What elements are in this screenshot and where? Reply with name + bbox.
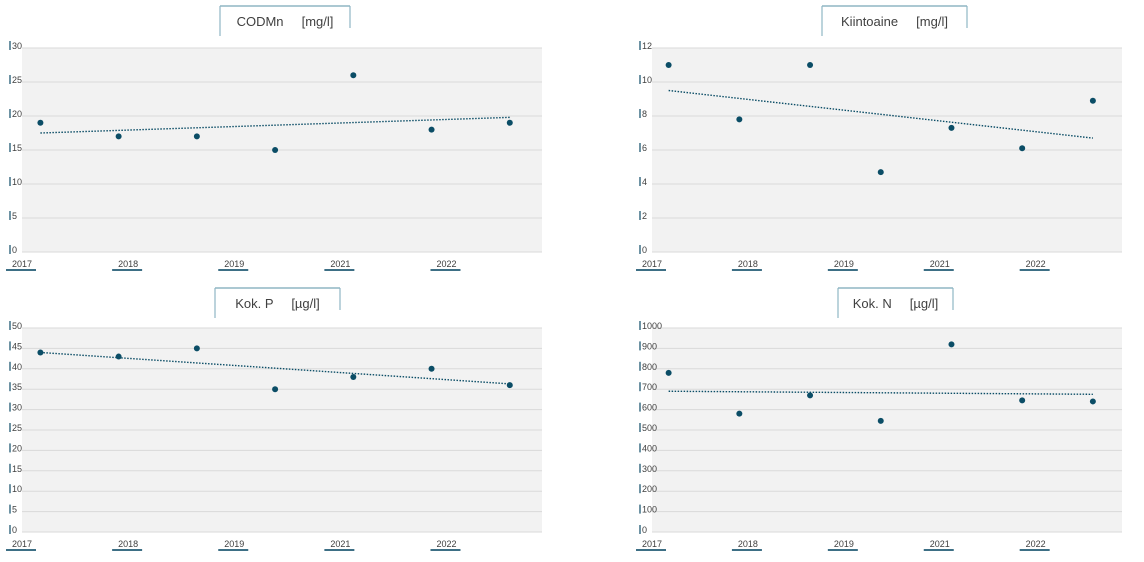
data-point (193, 345, 200, 352)
data-point (665, 62, 672, 68)
y-tick-label: 900 (642, 341, 657, 351)
trendline (40, 116, 510, 134)
x-tick-label: 2017 (12, 259, 32, 269)
y-tick-label: 25 (12, 423, 22, 433)
data-point (37, 119, 44, 126)
y-tick-label: 5 (12, 505, 17, 515)
y-tick-label: 6 (642, 143, 647, 153)
data-point (193, 133, 200, 140)
y-tick-label: 10 (12, 177, 22, 187)
y-tick-label: 800 (642, 362, 657, 372)
y-tick-label: 0 (642, 245, 647, 255)
y-tick-label: 20 (12, 443, 22, 453)
data-point (1089, 97, 1096, 104)
y-tick-label: 200 (642, 484, 657, 494)
y-tick-label: 30 (12, 41, 22, 51)
x-tick-label: 2018 (118, 259, 138, 269)
chart-title: Kiintoaine [mg/l] (841, 14, 948, 29)
y-tick-label: 15 (12, 143, 22, 153)
data-point (877, 417, 884, 424)
x-tick-label: 2019 (224, 539, 244, 549)
y-tick-label: 30 (12, 403, 22, 413)
y-tick-label: 45 (12, 341, 22, 351)
data-point (807, 392, 814, 399)
data-point (736, 116, 743, 123)
data-point (506, 382, 513, 389)
x-tick-label: 2022 (1026, 539, 1046, 549)
x-tick-label: 2018 (738, 539, 758, 549)
data-point (115, 133, 122, 140)
y-tick-label: 20 (12, 109, 22, 119)
y-tick-label: 15 (12, 464, 22, 474)
y-tick-label: 5 (12, 211, 17, 221)
y-tick-label: 1000 (642, 321, 662, 331)
x-tick-label: 2017 (642, 259, 662, 269)
data-point (1019, 397, 1026, 404)
y-tick-label: 0 (12, 525, 17, 535)
data-point (350, 373, 357, 380)
y-tick-label: 600 (642, 403, 657, 413)
chart-kok-p: 0 5 10 15 20 25 30 35 40 45 50 2017 2018 2019 2021 2022… (6, 287, 542, 551)
x-tick-label: 2018 (118, 539, 138, 549)
data-point (272, 147, 279, 153)
y-tick-label: 25 (12, 75, 22, 85)
y-tick-label: 500 (642, 423, 657, 433)
chart-codmn: 0 5 10 15 20 25 30 2017 2018 2019 2021 2022 CODMn [m… (6, 5, 542, 271)
x-tick-label: 2022 (436, 539, 456, 549)
y-tick-label: 50 (12, 321, 22, 331)
x-tick-label: 2021 (930, 259, 950, 269)
x-tick-label: 2018 (738, 259, 758, 269)
x-tick-label: 2019 (224, 259, 244, 269)
chart-kok-n: 0 100 200 300 400 500 600 700 800 900 1000 2017 2018… (636, 287, 1122, 551)
y-tick-label: 2 (642, 211, 647, 221)
data-point (428, 126, 435, 133)
y-tick-label: 100 (642, 505, 657, 515)
data-point (948, 341, 955, 348)
x-tick-label: 2022 (1026, 259, 1046, 269)
data-point (1019, 145, 1026, 152)
data-point (736, 410, 743, 417)
y-tick-label: 8 (642, 109, 647, 119)
y-tick-label: 400 (642, 443, 657, 453)
data-point (350, 72, 357, 79)
y-tick-label: 4 (642, 177, 647, 187)
data-point (428, 365, 435, 372)
y-tick-label: 300 (642, 464, 657, 474)
x-tick-label: 2021 (930, 539, 950, 549)
data-point (115, 353, 122, 360)
chart-kiintoaine: 0 2 4 6 8 10 12 2017 2018 2019 2021 2022 Kiintoaine … (636, 5, 1122, 271)
y-tick-label: 700 (642, 382, 657, 392)
y-tick-label: 35 (12, 382, 22, 392)
x-tick-label: 2019 (834, 259, 854, 269)
x-tick-label: 2021 (330, 539, 350, 549)
data-point (37, 349, 44, 356)
y-tick-label: 0 (642, 525, 647, 535)
chart-title: Kok. P [µg/l] (235, 296, 320, 311)
data-point (506, 119, 513, 126)
y-tick-label: 40 (12, 362, 22, 372)
chart-title: CODMn [mg/l] (237, 14, 334, 29)
trendline (668, 89, 1093, 139)
y-tick-label: 10 (12, 484, 22, 494)
data-point (1089, 398, 1096, 405)
y-tick-label: 10 (642, 75, 652, 85)
data-point (807, 62, 814, 68)
y-tick-label: 0 (12, 245, 17, 255)
x-tick-label: 2019 (834, 539, 854, 549)
data-point (877, 169, 884, 176)
x-tick-label: 2017 (12, 539, 32, 549)
y-tick-label: 12 (642, 41, 652, 51)
x-tick-label: 2022 (436, 259, 456, 269)
x-tick-label: 2017 (642, 539, 662, 549)
x-tick-label: 2021 (330, 259, 350, 269)
data-point (272, 386, 279, 393)
data-point (665, 369, 672, 376)
chart-title: Kok. N [µg/l] (853, 296, 939, 311)
data-point (948, 124, 955, 131)
